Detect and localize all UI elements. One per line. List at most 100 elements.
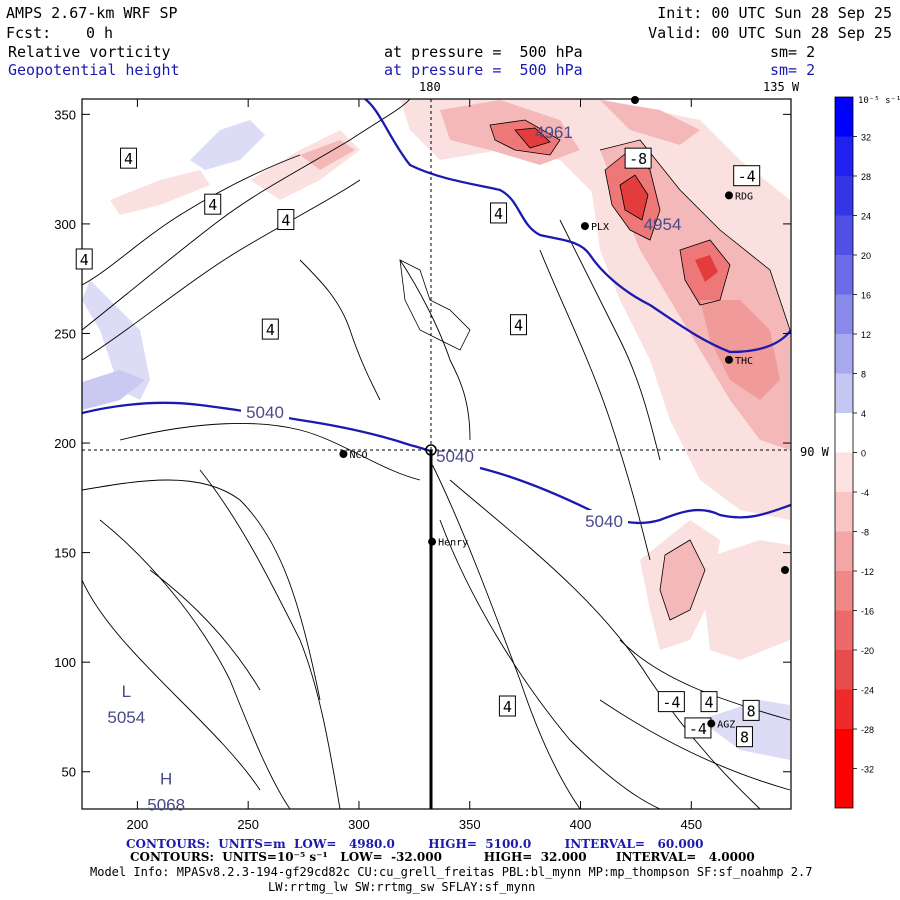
colorbar-label: 28 [861, 172, 871, 182]
negative-vorticity-region [600, 100, 700, 145]
field2-level: at pressure = 500 hPa [384, 61, 583, 79]
colorbar-label: 0 [861, 449, 866, 459]
colorbar-swatch [835, 136, 853, 176]
station-marker [724, 191, 733, 200]
extremum-value: 5068 [147, 796, 185, 815]
y-tick-label: 350 [54, 107, 76, 122]
vorticity-label-box [700, 691, 718, 713]
station-marker [631, 96, 639, 104]
negative-vorticity-region [110, 170, 210, 215]
negative-vorticity-region [700, 540, 790, 660]
vorticity-label: 4 [503, 698, 512, 716]
y-tick-label: 50 [62, 765, 76, 780]
field-layer [82, 99, 790, 760]
y-tick-label: 200 [54, 436, 76, 451]
footer-physics-info: LW:rrtmg_lw SW:rrtmg_sw SFLAY:sf_mynn [268, 880, 536, 894]
axes: 200 250 300 350 400 450 50 100 150 200 250 300 350 [54, 99, 791, 832]
y-tick-label: 250 [54, 326, 76, 341]
height-label-bg [580, 510, 628, 530]
station-marker [580, 222, 589, 231]
field2-name: Geopotential height [8, 61, 180, 79]
vorticity-label: 4 [281, 212, 290, 230]
footer-vorticity-contours: CONTOURS: UNITS=10⁻⁵ s⁻¹ LOW= -32.000 HI… [130, 850, 755, 864]
forecast-value: 0 h [86, 24, 114, 42]
extremum-type: H [160, 770, 172, 789]
extremum-type: L [122, 682, 131, 701]
extremum-value: 4961 [535, 123, 573, 142]
colorbar-swatch [835, 255, 853, 295]
height-contours [82, 99, 791, 525]
colorbar-swatch [835, 294, 853, 334]
plot-frame [81, 98, 792, 810]
colorbar-label: -4 [861, 488, 869, 498]
x-tick-label: 400 [570, 817, 592, 832]
colorbar-swatch [835, 729, 853, 769]
colorbar-label: 4 [861, 409, 866, 419]
station-label: PLX [591, 222, 609, 233]
colorbar-swatch [835, 531, 853, 571]
vorticity-label-box [684, 717, 712, 739]
vorticity-label: -8 [629, 150, 647, 168]
vorticity-label: 4 [80, 251, 89, 269]
station-marker [781, 566, 789, 574]
lon-label-135w: 135 W [763, 80, 800, 94]
vorticity-contours [82, 99, 791, 809]
x-tick-label: 350 [459, 817, 481, 832]
station-marker [339, 450, 348, 458]
vorticity-minimum-region [695, 255, 718, 282]
footer-height-contours: CONTOURS: UNITS=m LOW= 4980.0 HIGH= 5100… [126, 837, 704, 851]
colorbar-swatch [835, 413, 853, 453]
vorticity-minimum-region [620, 175, 648, 220]
colorbar-swatch [835, 610, 853, 650]
colorbar-swatch [835, 452, 853, 492]
vorticity-label: 4 [208, 196, 217, 214]
colorbar-swatch [835, 689, 853, 729]
vorticity-label-box [624, 147, 652, 169]
vorticity-label-box [75, 248, 93, 270]
colorbar-swatch [835, 334, 853, 374]
vorticity-label-box [733, 165, 761, 187]
vorticity-label-box [490, 202, 508, 224]
colorbar-label: 12 [861, 330, 871, 340]
extremum-value: 4954 [644, 215, 682, 234]
height-contour-label: 5040 [246, 403, 284, 422]
map-overlay: 5040 5040 5040 L 5054 H 5068 4961 4954 4 4 4 4 4 4 4 -8 -… [75, 96, 789, 815]
x-tick-label: 450 [680, 817, 702, 832]
y-tick-label: 100 [54, 655, 76, 670]
vorticity-label: 4 [514, 317, 523, 335]
colorbar-label: -20 [861, 646, 874, 656]
height-label-bg [241, 401, 289, 421]
field1-name: Relative vorticity [8, 43, 171, 61]
station-label: AGZ [717, 720, 735, 731]
y-tick-label: 300 [54, 217, 76, 232]
colorbar-label: 24 [861, 212, 871, 222]
station-label: Henry [438, 538, 468, 549]
extremum-value: 5054 [107, 708, 145, 727]
station-marker [707, 719, 716, 728]
station-label: RDG [735, 191, 753, 202]
height-contour-label: 5040 [585, 512, 623, 531]
vorticity-label: 4 [124, 150, 133, 168]
station-label: NCO [349, 450, 367, 461]
colorbar-label: -28 [861, 725, 874, 735]
vorticity-label: 4 [266, 321, 275, 339]
model-title: AMPS 2.67-km WRF SP [6, 4, 178, 22]
height-contour-label: 5040 [436, 447, 474, 466]
colorbar-label: 16 [861, 291, 871, 301]
x-tick-label: 250 [237, 817, 259, 832]
positive-vorticity-region [82, 370, 145, 410]
station-label: THC [735, 356, 753, 367]
colorbar-label: 20 [861, 251, 871, 261]
vorticity-label-box [657, 691, 685, 713]
vorticity-min-contours [399, 119, 791, 621]
colorbar-swatch [835, 176, 853, 216]
colorbar-swatch [835, 215, 853, 255]
vorticity-label: -4 [738, 168, 756, 186]
colorbar-unit: 10⁻⁵ s⁻¹ [858, 96, 900, 106]
vorticity-label-box [204, 193, 222, 215]
field2-smoothing: sm= 2 [770, 61, 816, 79]
colorbar-label: -12 [861, 567, 874, 577]
x-tick-label: 200 [127, 817, 149, 832]
colorbar-label: 8 [861, 370, 866, 380]
